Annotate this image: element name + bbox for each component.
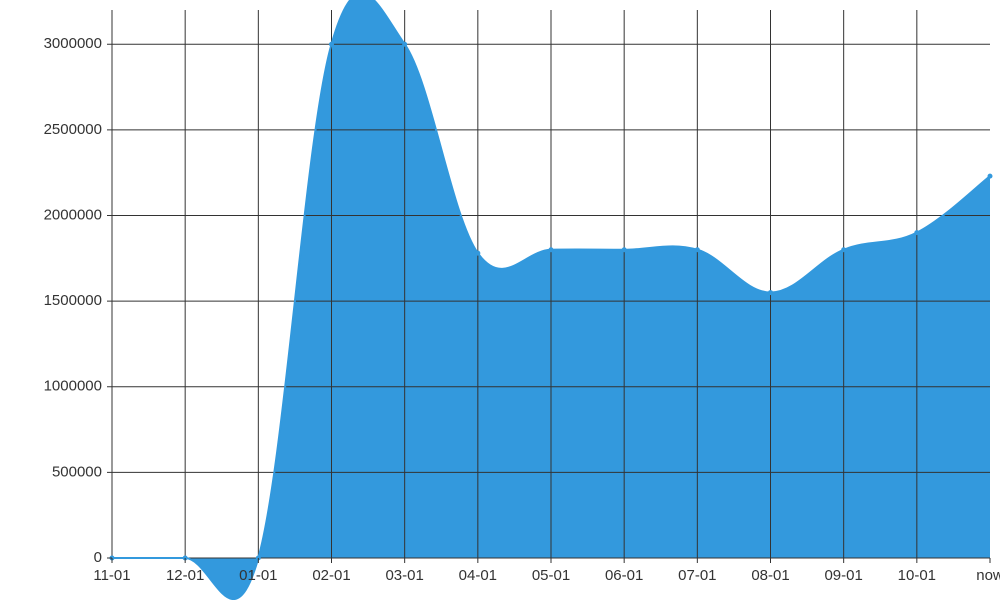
x-tick-label: now xyxy=(976,567,1000,584)
x-tick-label: 08-01 xyxy=(751,567,789,584)
y-tick-label: 3000000 xyxy=(44,35,102,52)
y-tick-label: 1500000 xyxy=(44,292,102,309)
y-tick-label: 2000000 xyxy=(44,206,102,223)
x-tick-label: 06-01 xyxy=(605,567,643,584)
chart-svg: 0 500000 1000000 1500000 2000000 2500000 30000… xyxy=(0,0,1000,600)
x-tick-label: 05-01 xyxy=(532,567,570,584)
y-tick-label: 2500000 xyxy=(44,121,102,138)
y-tick-label: 1000000 xyxy=(44,378,102,395)
x-tick-label: 04-01 xyxy=(459,567,497,584)
x-tick-label: 10-01 xyxy=(898,567,936,584)
x-tick-label: 01-01 xyxy=(239,567,277,584)
x-tick-label: 09-01 xyxy=(824,567,862,584)
x-tick-label: 02-01 xyxy=(312,567,350,584)
area-chart: 0 500000 1000000 1500000 2000000 2500000 30000… xyxy=(0,0,1000,600)
x-tick-label: 12-01 xyxy=(166,567,204,584)
x-tick-label: 03-01 xyxy=(385,567,423,584)
y-tick-label: 0 xyxy=(94,549,102,566)
y-tick-label: 500000 xyxy=(52,463,102,480)
x-tick-label: 07-01 xyxy=(678,567,716,584)
x-tick-label: 11-01 xyxy=(93,567,130,584)
